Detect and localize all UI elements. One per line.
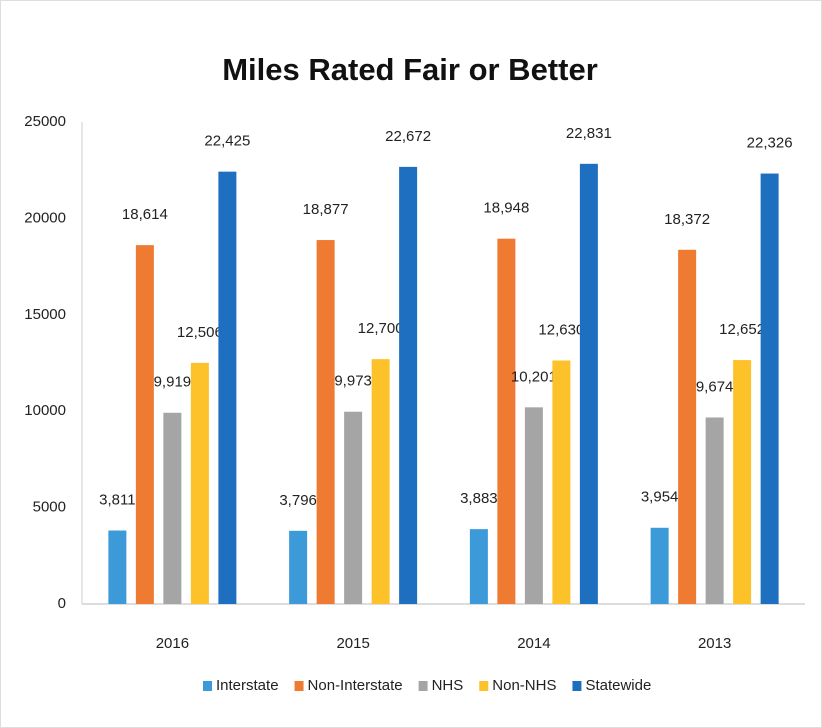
bar: [135, 245, 154, 605]
bar: [469, 529, 488, 604]
legend-label: Statewide: [585, 677, 651, 694]
value-label: 9,973: [334, 373, 372, 390]
legend-key: [294, 681, 304, 691]
bar: [289, 530, 308, 604]
bar: [163, 412, 182, 604]
legend-label: Non-NHS: [492, 677, 556, 694]
value-label: 18,948: [483, 200, 529, 217]
bar: [579, 163, 598, 605]
value-label: 22,831: [566, 125, 612, 142]
value-label: 12,700: [358, 320, 404, 337]
value-label: 18,372: [664, 211, 710, 228]
legend-key: [572, 681, 582, 691]
value-label: 18,614: [122, 206, 168, 223]
value-label: 22,672: [385, 128, 431, 145]
chart-title: Miles Rated Fair or Better: [222, 52, 598, 87]
y-tick-label: 5000: [33, 499, 66, 516]
bar: [760, 173, 779, 604]
legend-label: Interstate: [216, 677, 279, 694]
value-label: 10,201: [511, 368, 557, 385]
bar: [344, 411, 363, 604]
bar: [371, 359, 390, 604]
y-tick-label: 0: [58, 595, 66, 612]
value-label: 12,630: [538, 321, 584, 338]
y-tick-label: 25000: [24, 113, 66, 130]
value-label: 3,954: [641, 489, 679, 506]
y-tick-label: 15000: [24, 306, 66, 323]
bar: [678, 249, 697, 604]
x-tick-label: 2016: [156, 635, 189, 652]
value-label: 3,811: [99, 491, 135, 508]
legend-key: [418, 681, 428, 691]
value-label: 18,877: [303, 201, 349, 218]
legend-label: NHS: [432, 677, 464, 694]
legend-label: Non-Interstate: [308, 677, 403, 694]
value-label: 22,326: [747, 135, 793, 152]
bar: [316, 240, 335, 604]
value-label: 22,425: [204, 133, 250, 150]
y-tick-label: 10000: [24, 402, 66, 419]
value-label: 9,919: [154, 374, 192, 391]
x-tick-label: 2014: [517, 635, 550, 652]
value-label: 3,883: [460, 490, 498, 507]
value-label: 12,652: [719, 321, 765, 338]
x-tick-label: 2013: [698, 635, 731, 652]
y-tick-label: 20000: [24, 209, 66, 226]
bar: [108, 530, 127, 604]
value-label: 12,506: [177, 324, 223, 341]
bar: [218, 171, 237, 604]
bar: [524, 407, 543, 604]
bar: [552, 360, 571, 604]
bar: [705, 417, 724, 604]
x-tick-label: 2015: [336, 635, 369, 652]
value-label: 3,796: [279, 492, 317, 509]
bar: [190, 362, 209, 604]
bar: [650, 527, 669, 604]
bar: [497, 238, 516, 604]
value-label: 9,674: [696, 378, 734, 395]
legend-key: [479, 681, 489, 691]
legend-key: [203, 681, 212, 691]
bar: [399, 166, 418, 604]
bar: [733, 360, 752, 604]
